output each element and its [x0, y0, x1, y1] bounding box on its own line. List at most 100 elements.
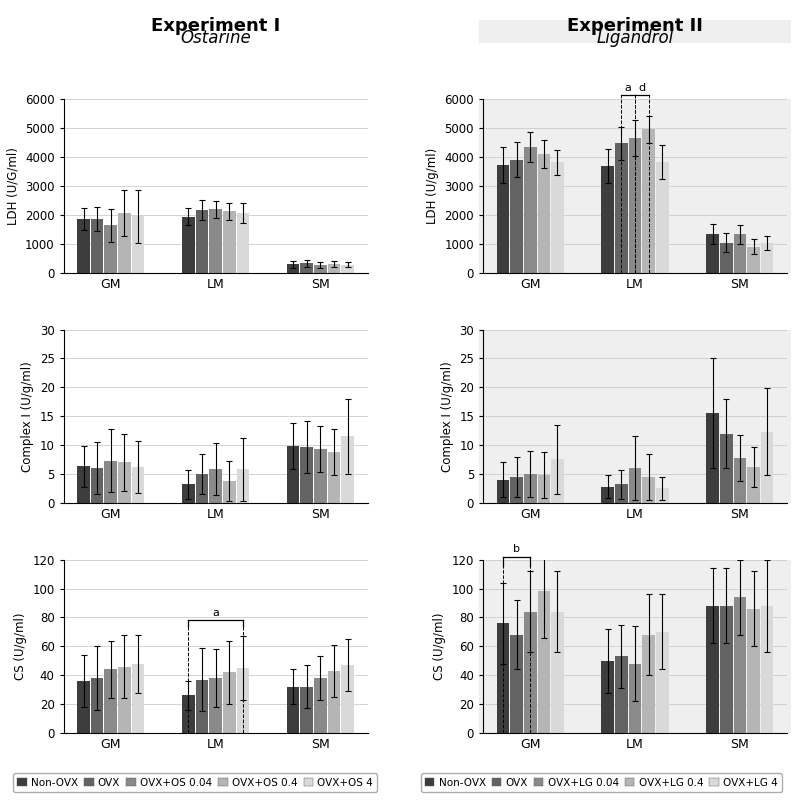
Bar — [706, 234, 719, 272]
Bar — [747, 609, 760, 733]
Y-axis label: CS (U/g/ml): CS (U/g/ml) — [14, 613, 27, 680]
Bar — [497, 623, 510, 733]
Text: Ligandrol: Ligandrol — [596, 30, 673, 47]
Bar — [341, 665, 354, 733]
Bar — [706, 413, 719, 503]
Text: Ostarine: Ostarine — [180, 30, 251, 47]
Bar — [236, 213, 249, 272]
Bar — [314, 264, 327, 272]
Bar — [236, 469, 249, 503]
Bar — [615, 143, 628, 272]
Bar — [510, 634, 523, 733]
Bar — [720, 606, 732, 733]
Bar — [91, 678, 103, 733]
Bar — [602, 661, 615, 733]
Bar — [287, 446, 300, 503]
Bar — [551, 612, 564, 733]
Bar — [341, 265, 354, 272]
Text: d: d — [638, 83, 646, 94]
Bar — [118, 212, 130, 272]
Bar — [132, 664, 145, 733]
Bar — [209, 678, 222, 733]
Text: b: b — [513, 544, 520, 554]
Bar — [77, 219, 90, 272]
Text: a: a — [212, 608, 219, 618]
Bar — [656, 632, 669, 733]
Bar — [104, 225, 117, 272]
Bar — [551, 460, 564, 503]
Bar — [537, 591, 550, 733]
Bar — [537, 154, 550, 272]
Bar — [629, 138, 642, 272]
Bar — [537, 475, 550, 503]
Bar — [706, 606, 719, 733]
Bar — [328, 264, 340, 272]
Bar — [236, 668, 249, 733]
Bar — [510, 477, 523, 503]
Y-axis label: Complex I (U/g/ml): Complex I (U/g/ml) — [440, 360, 454, 472]
Bar — [615, 656, 628, 733]
Text: Experiment I: Experiment I — [151, 18, 280, 35]
Y-axis label: LDH (U/G/ml): LDH (U/G/ml) — [6, 147, 19, 225]
Y-axis label: LDH (U/g/ml): LDH (U/g/ml) — [426, 148, 439, 224]
Bar — [615, 485, 628, 503]
Legend: Non-OVX, OVX, OVX+LG 0.04, OVX+LG 0.4, OVX+LG 4: Non-OVX, OVX, OVX+LG 0.04, OVX+LG 0.4, O… — [421, 774, 781, 791]
Bar — [209, 209, 222, 272]
Bar — [734, 234, 747, 272]
Bar — [301, 686, 313, 733]
Bar — [629, 468, 642, 503]
Bar — [761, 606, 774, 733]
Bar — [720, 433, 732, 503]
Bar — [656, 489, 669, 503]
Bar — [196, 211, 208, 272]
Bar — [77, 681, 90, 733]
Y-axis label: CS (U/g/ml): CS (U/g/ml) — [433, 613, 446, 680]
Bar — [104, 461, 117, 503]
Bar — [734, 457, 747, 503]
Bar — [642, 477, 655, 503]
Bar — [287, 686, 300, 733]
Bar — [642, 634, 655, 733]
Bar — [104, 670, 117, 733]
Bar — [301, 447, 313, 503]
Bar — [314, 449, 327, 503]
Bar — [182, 695, 195, 733]
Bar — [91, 468, 103, 503]
Bar — [656, 162, 669, 272]
Bar — [328, 671, 340, 733]
Bar — [497, 480, 510, 503]
Bar — [132, 216, 145, 272]
Legend: Non-OVX, OVX, OVX+OS 0.04, OVX+OS 0.4, OVX+OS 4: Non-OVX, OVX, OVX+OS 0.04, OVX+OS 0.4, O… — [14, 774, 377, 791]
Bar — [196, 474, 208, 503]
Bar — [223, 481, 235, 503]
Bar — [223, 672, 235, 733]
Y-axis label: Complex I (U/g/ml): Complex I (U/g/ml) — [21, 360, 34, 472]
Bar — [314, 678, 327, 733]
Bar — [497, 165, 510, 272]
Bar — [341, 437, 354, 503]
Bar — [132, 467, 145, 503]
Bar — [761, 432, 774, 503]
Bar — [524, 474, 537, 503]
Bar — [524, 147, 537, 272]
Bar — [629, 664, 642, 733]
Bar — [551, 163, 564, 272]
Bar — [328, 452, 340, 503]
Bar — [642, 130, 655, 272]
Bar — [118, 666, 130, 733]
Bar — [747, 467, 760, 503]
Bar — [524, 612, 537, 733]
Bar — [747, 247, 760, 272]
Text: a: a — [625, 83, 632, 94]
Bar — [182, 216, 195, 272]
Bar — [720, 243, 732, 272]
Bar — [734, 598, 747, 733]
Bar — [287, 264, 300, 272]
Bar — [602, 166, 615, 272]
Bar — [118, 462, 130, 503]
Bar — [77, 466, 90, 503]
Bar — [301, 264, 313, 272]
Text: Experiment II: Experiment II — [567, 18, 703, 35]
Bar — [510, 159, 523, 272]
Bar — [602, 487, 615, 503]
